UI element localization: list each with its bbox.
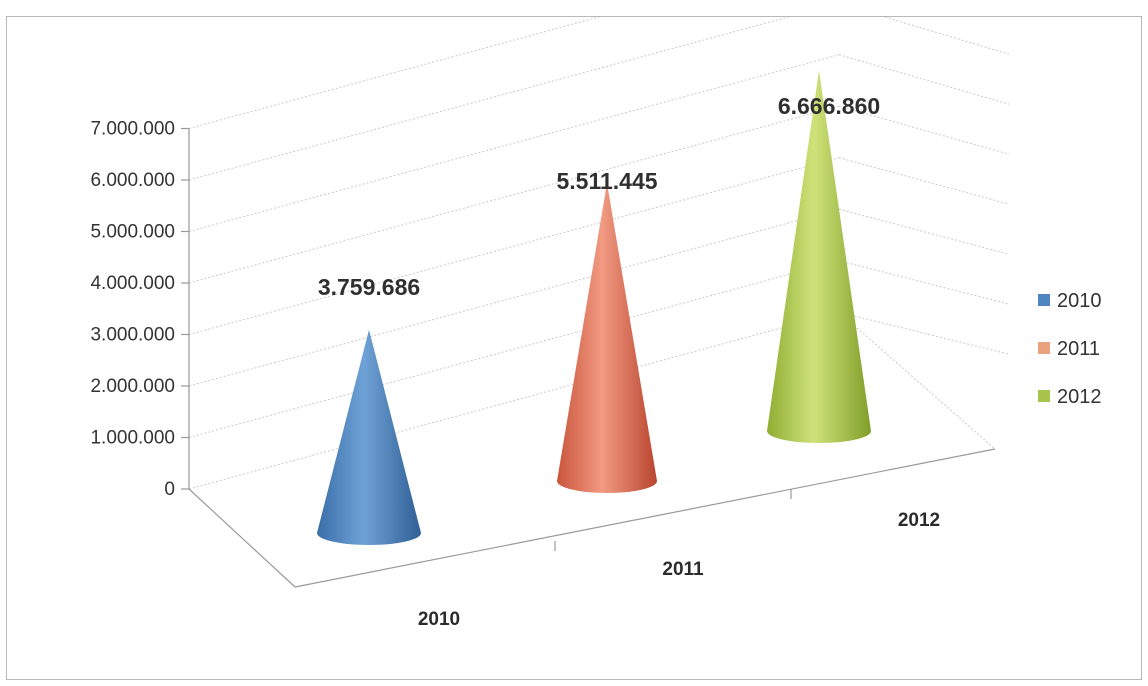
- y-tick-label: 6.000.000: [90, 170, 175, 191]
- legend-label: 2011: [1057, 338, 1100, 360]
- data-label: 3.759.686: [318, 274, 420, 300]
- data-label: 6.666.860: [778, 93, 880, 119]
- cone-body: [767, 70, 871, 443]
- side-gridline: [838, 311, 1010, 355]
- side-gridline: [838, 157, 1010, 205]
- floor-right-edge: [838, 311, 996, 450]
- x-category-label: 2012: [898, 510, 940, 531]
- data-labels: 3.759.686 5.511.445 6.666.860: [318, 93, 880, 300]
- y-tick-label: 3.000.000: [90, 325, 175, 346]
- data-label: 5.511.445: [556, 168, 657, 194]
- cone-body: [557, 182, 657, 493]
- gridline: [188, 17, 791, 181]
- legend-label: 2012: [1057, 386, 1102, 408]
- legend-item-2012: 2012: [1038, 386, 1102, 408]
- gridline: [188, 260, 840, 438]
- y-tick-label: 2.000.000: [90, 376, 175, 397]
- axes: [181, 127, 996, 588]
- gridline: [188, 311, 840, 490]
- chart-frame: 0 1.000.000 2.000.000 3.000.000 4.000.000 5.0…: [6, 16, 1142, 680]
- x-category-label: 2011: [662, 559, 704, 580]
- cone-body: [317, 329, 421, 545]
- gridline: [188, 105, 840, 284]
- side-gridline: [838, 260, 1010, 305]
- gridline: [188, 17, 601, 129]
- side-gridline: [838, 105, 1010, 155]
- legend-item-2010: 2010: [1038, 290, 1102, 312]
- legend-swatch: [1038, 342, 1050, 354]
- x-category-label: 2010: [418, 609, 460, 630]
- y-tick-label: 5.000.000: [90, 222, 175, 243]
- side-gridline: [838, 54, 1010, 105]
- x-axis-category-labels: 2010 2011 2012: [418, 510, 940, 630]
- legend-swatch: [1038, 390, 1050, 402]
- y-tick-label: 0: [164, 479, 175, 500]
- x-axis-line: [294, 448, 996, 588]
- y-tick-label: 4.000.000: [90, 273, 175, 294]
- legend: 2010 2011 2012: [1038, 290, 1102, 408]
- gridlines: [188, 17, 1010, 490]
- gridline: [188, 208, 840, 387]
- cones: [317, 70, 871, 545]
- legend-label: 2010: [1057, 290, 1102, 312]
- side-gridline: [883, 17, 1010, 55]
- legend-swatch: [1038, 294, 1050, 306]
- cone-chart: 0 1.000.000 2.000.000 3.000.000 4.000.000 5.0…: [90, 17, 1102, 630]
- cone-2010: [317, 329, 421, 545]
- side-gridline: [838, 208, 1010, 255]
- legend-item-2011: 2011: [1038, 338, 1100, 360]
- floor-left-edge: [188, 488, 296, 588]
- cone-2011: [557, 182, 657, 493]
- cone-2012: [767, 70, 871, 443]
- gridline: [188, 157, 840, 335]
- y-tick-label: 1.000.000: [90, 428, 175, 449]
- gridline: [188, 54, 840, 232]
- y-axis-tick-labels: 0 1.000.000 2.000.000 3.000.000 4.000.000 5.0…: [90, 119, 175, 501]
- y-tick-label: 7.000.000: [90, 119, 175, 140]
